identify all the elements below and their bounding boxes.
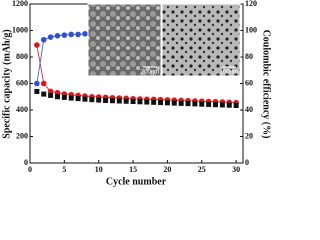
x-tick-label: 20 <box>163 165 171 174</box>
y2-tick-label: 20 <box>245 131 253 140</box>
data-point <box>151 99 157 105</box>
data-point <box>82 31 88 37</box>
data-point <box>171 100 177 106</box>
data-point <box>233 102 239 108</box>
data-point <box>199 101 205 107</box>
data-point <box>68 95 74 101</box>
page: {"chart_data": {"type": "scatter", "xlab… <box>0 0 273 189</box>
x-tick-label: 25 <box>198 165 206 174</box>
data-point <box>34 80 40 87</box>
data-point <box>226 102 232 108</box>
data-point <box>123 98 129 104</box>
y2-axis-title: Coulombic efficiency (%) <box>261 30 272 139</box>
data-point <box>40 36 47 43</box>
data-point <box>89 97 95 103</box>
y-tick-label: 200 <box>16 131 28 140</box>
data-point <box>96 97 102 103</box>
x-tick-label: 15 <box>129 165 137 174</box>
y2-tick-label: 120 <box>245 0 257 8</box>
y2-tick-label: 80 <box>245 52 253 61</box>
data-point <box>158 100 164 106</box>
data-point <box>68 31 75 38</box>
x-tick-label: 10 <box>95 165 103 174</box>
data-point <box>130 99 136 105</box>
scale-label: 100nm <box>220 70 238 76</box>
y2-tick-label: 100 <box>245 25 257 34</box>
data-point <box>75 96 81 102</box>
data-point <box>54 33 61 39</box>
data-point <box>185 101 191 107</box>
chart: Cycle number Specific capacity (mAh/g) C… <box>1 0 272 187</box>
y-tick-label: 800 <box>16 52 28 61</box>
x-axis-title: Cycle number <box>106 176 167 187</box>
data-point <box>54 89 61 96</box>
data-point <box>219 102 225 108</box>
y-tick-label: 600 <box>16 78 28 87</box>
inset-images: 200nm 100nm <box>87 3 241 77</box>
data-point <box>137 99 143 105</box>
data-point <box>144 99 150 105</box>
y2-tick-label: 60 <box>245 78 253 87</box>
sem-image <box>161 3 241 77</box>
data-point <box>54 94 60 100</box>
data-point <box>34 88 40 94</box>
x-tick-label: 30 <box>232 165 240 174</box>
data-point <box>47 34 54 40</box>
data-point <box>178 100 184 106</box>
y2-tick-label: 0 <box>245 158 249 167</box>
y-tick-label: 0 <box>24 158 28 167</box>
data-point <box>34 42 40 48</box>
data-point <box>40 80 47 87</box>
data-point <box>116 98 122 104</box>
scale-label: 200nm <box>141 70 159 76</box>
data-point <box>41 91 47 97</box>
data-point <box>48 92 54 98</box>
sem-image <box>87 3 162 77</box>
y-tick-label: 1000 <box>12 25 28 34</box>
data-point <box>61 94 67 100</box>
data-point <box>47 88 54 95</box>
x-tick-label: 5 <box>62 165 66 174</box>
y-axis-title: Specific capacity (mAh/g) <box>1 29 12 138</box>
data-point <box>164 100 170 106</box>
data-point <box>61 32 68 38</box>
data-point <box>75 31 81 38</box>
y2-tick-label: 40 <box>245 105 253 114</box>
x-tick-label: 0 <box>28 165 32 174</box>
data-point <box>82 96 88 102</box>
data-point <box>103 97 109 103</box>
y-tick-label: 400 <box>16 105 28 114</box>
data-point <box>206 101 212 107</box>
y-tick-label: 1200 <box>12 0 28 8</box>
data-point <box>109 98 115 104</box>
data-point <box>213 102 219 108</box>
data-point <box>192 101 198 107</box>
